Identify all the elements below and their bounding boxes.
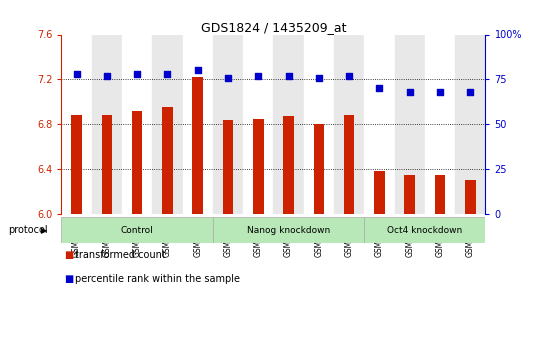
Bar — [273, 34, 304, 214]
Bar — [193, 77, 203, 214]
Bar — [334, 34, 364, 214]
Bar — [465, 180, 475, 214]
Bar — [152, 34, 182, 214]
Bar — [304, 34, 334, 214]
Point — [193, 68, 202, 73]
Bar — [182, 34, 213, 214]
Bar — [374, 171, 384, 214]
Bar — [61, 34, 92, 214]
Point — [405, 89, 414, 95]
Point — [254, 73, 263, 79]
Text: Control: Control — [121, 226, 153, 235]
Point — [163, 71, 172, 77]
Point — [345, 73, 354, 79]
Bar — [61, 217, 213, 243]
Bar — [243, 34, 273, 214]
Text: ■: ■ — [64, 250, 74, 260]
Bar — [283, 116, 294, 214]
Text: transformed count: transformed count — [75, 250, 166, 260]
Point — [375, 86, 384, 91]
Text: percentile rank within the sample: percentile rank within the sample — [75, 274, 240, 284]
Bar — [314, 124, 324, 214]
Text: Oct4 knockdown: Oct4 knockdown — [387, 226, 463, 235]
Bar — [213, 217, 364, 243]
Bar — [395, 34, 425, 214]
Point — [284, 73, 293, 79]
Bar — [71, 115, 82, 214]
Bar — [253, 119, 263, 214]
Text: Nanog knockdown: Nanog knockdown — [247, 226, 330, 235]
Bar — [223, 120, 233, 214]
Point — [314, 75, 323, 80]
Text: ▶: ▶ — [41, 226, 47, 235]
Bar — [213, 34, 243, 214]
Bar — [425, 34, 455, 214]
Point — [224, 75, 233, 80]
Bar — [92, 34, 122, 214]
Point — [102, 73, 111, 79]
Bar — [405, 175, 415, 214]
Bar — [132, 111, 142, 214]
Text: ■: ■ — [64, 274, 74, 284]
Point — [466, 89, 475, 95]
Point — [436, 89, 445, 95]
Bar — [102, 115, 112, 214]
Bar — [364, 34, 395, 214]
Text: GDS1824 / 1435209_at: GDS1824 / 1435209_at — [201, 21, 346, 34]
Point — [72, 71, 81, 77]
Bar — [435, 175, 445, 214]
Bar — [344, 115, 354, 214]
Bar — [455, 34, 485, 214]
Text: protocol: protocol — [8, 226, 48, 235]
Bar — [364, 217, 485, 243]
Point — [133, 71, 142, 77]
Bar — [122, 34, 152, 214]
Bar — [162, 107, 173, 214]
